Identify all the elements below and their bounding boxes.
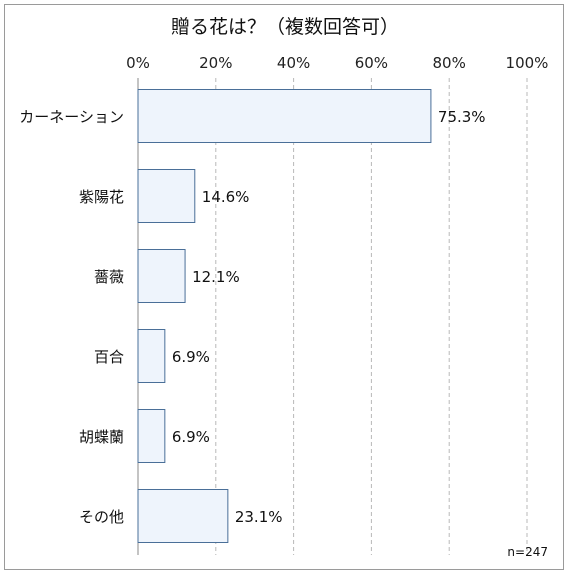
value-label: 14.6% [202, 188, 250, 206]
x-tick-label: 80% [433, 54, 466, 72]
category-label: その他 [79, 508, 124, 526]
sample-size-note: n=247 [507, 545, 548, 559]
value-label: 6.9% [172, 428, 210, 446]
value-labels: 75.3% 14.6% 12.1% 6.9% 6.9% 23.1% [172, 108, 486, 526]
grid-lines [137, 78, 528, 555]
x-tick-label: 60% [355, 54, 388, 72]
category-label: 胡蝶蘭 [79, 428, 124, 446]
value-label: 75.3% [438, 108, 486, 126]
category-label: 薔薇 [94, 268, 124, 286]
x-axis-ticks: 0% 20% 40% 60% 80% 100% [126, 54, 548, 72]
bar [137, 89, 432, 143]
x-tick-label: 0% [126, 54, 150, 72]
bar [137, 249, 186, 303]
value-label: 6.9% [172, 348, 210, 366]
bar [137, 169, 196, 223]
bars [137, 89, 432, 543]
bar [137, 329, 166, 383]
bar [137, 409, 166, 463]
category-label: カーネーション [19, 108, 124, 126]
category-label: 紫陽花 [79, 188, 124, 206]
value-label: 23.1% [235, 508, 283, 526]
value-label: 12.1% [192, 268, 240, 286]
x-tick-label: 20% [199, 54, 232, 72]
category-label: 百合 [94, 348, 124, 366]
bar [137, 489, 229, 543]
chart-title: 贈る花は？（複数回答可） [171, 16, 399, 38]
x-tick-label: 100% [506, 54, 549, 72]
x-tick-label: 40% [277, 54, 310, 72]
